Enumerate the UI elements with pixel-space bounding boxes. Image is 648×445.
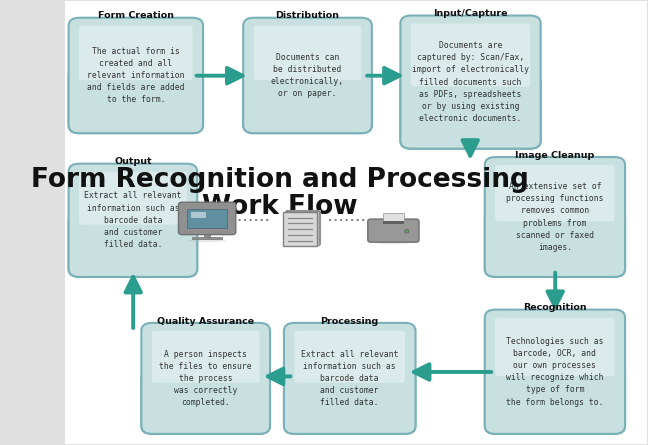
Bar <box>383 221 404 223</box>
Text: Technologies such as
barcode, OCR, and
our own processes
will recognize which
ty: Technologies such as barcode, OCR, and o… <box>506 337 604 407</box>
Bar <box>192 237 222 239</box>
FancyBboxPatch shape <box>485 310 625 434</box>
Text: Output: Output <box>114 158 152 166</box>
FancyBboxPatch shape <box>79 172 187 225</box>
FancyBboxPatch shape <box>400 74 540 149</box>
Text: Extract all relevant
information such as
barcode data
and customer
filled data.: Extract all relevant information such as… <box>84 191 181 249</box>
Bar <box>286 210 320 244</box>
Ellipse shape <box>189 239 226 242</box>
FancyBboxPatch shape <box>411 24 530 86</box>
Text: Quality Assurance: Quality Assurance <box>157 316 254 326</box>
FancyBboxPatch shape <box>141 323 270 434</box>
FancyBboxPatch shape <box>79 26 192 80</box>
Bar <box>191 212 206 218</box>
Text: Extract all relevant
information such as
barcode data
and customer
filled data.: Extract all relevant information such as… <box>301 350 399 407</box>
FancyBboxPatch shape <box>495 318 614 376</box>
FancyBboxPatch shape <box>69 68 203 133</box>
Ellipse shape <box>376 241 410 244</box>
FancyBboxPatch shape <box>243 68 372 133</box>
Text: Recognition: Recognition <box>523 303 586 312</box>
Text: Documents are
captured by: Scan/Fax,
import of electronically
filled documents s: Documents are captured by: Scan/Fax, imp… <box>412 41 529 123</box>
Bar <box>203 231 211 237</box>
FancyBboxPatch shape <box>59 0 648 445</box>
Bar <box>284 211 319 245</box>
Text: Form Creation: Form Creation <box>98 12 174 20</box>
FancyBboxPatch shape <box>284 323 415 434</box>
Text: The actual form is
created and all
relevant information
and fields are added
to : The actual form is created and all relev… <box>87 47 185 104</box>
Text: Processing: Processing <box>321 316 379 326</box>
FancyBboxPatch shape <box>284 370 415 434</box>
FancyBboxPatch shape <box>495 165 614 222</box>
Bar <box>383 213 404 221</box>
Text: Form Recognition and Processing: Form Recognition and Processing <box>31 167 529 194</box>
FancyBboxPatch shape <box>485 364 625 434</box>
Text: Image Cleanup: Image Cleanup <box>515 151 595 160</box>
Bar <box>187 209 227 228</box>
FancyBboxPatch shape <box>294 331 405 383</box>
FancyBboxPatch shape <box>243 18 372 133</box>
FancyBboxPatch shape <box>400 16 540 149</box>
FancyBboxPatch shape <box>485 209 625 277</box>
FancyBboxPatch shape <box>178 202 236 235</box>
FancyBboxPatch shape <box>485 157 625 277</box>
Text: An extensive set of
processing functions
removes common
problems from
scanned or: An extensive set of processing functions… <box>506 182 604 252</box>
FancyBboxPatch shape <box>69 212 197 277</box>
Text: Work Flow: Work Flow <box>202 194 358 220</box>
Text: Distribution: Distribution <box>275 12 340 20</box>
FancyBboxPatch shape <box>141 370 270 434</box>
FancyBboxPatch shape <box>368 219 419 242</box>
Bar <box>283 212 318 247</box>
FancyBboxPatch shape <box>69 164 197 277</box>
Text: Input/Capture: Input/Capture <box>434 9 508 18</box>
FancyBboxPatch shape <box>69 18 203 133</box>
FancyBboxPatch shape <box>152 331 259 383</box>
FancyBboxPatch shape <box>254 26 362 80</box>
Text: Documents can
be distributed
electronically,
or on paper.: Documents can be distributed electronica… <box>271 53 344 98</box>
Text: A person inspects
the files to ensure
the process
was correctly
completed.: A person inspects the files to ensure th… <box>159 350 252 407</box>
Circle shape <box>404 230 409 233</box>
